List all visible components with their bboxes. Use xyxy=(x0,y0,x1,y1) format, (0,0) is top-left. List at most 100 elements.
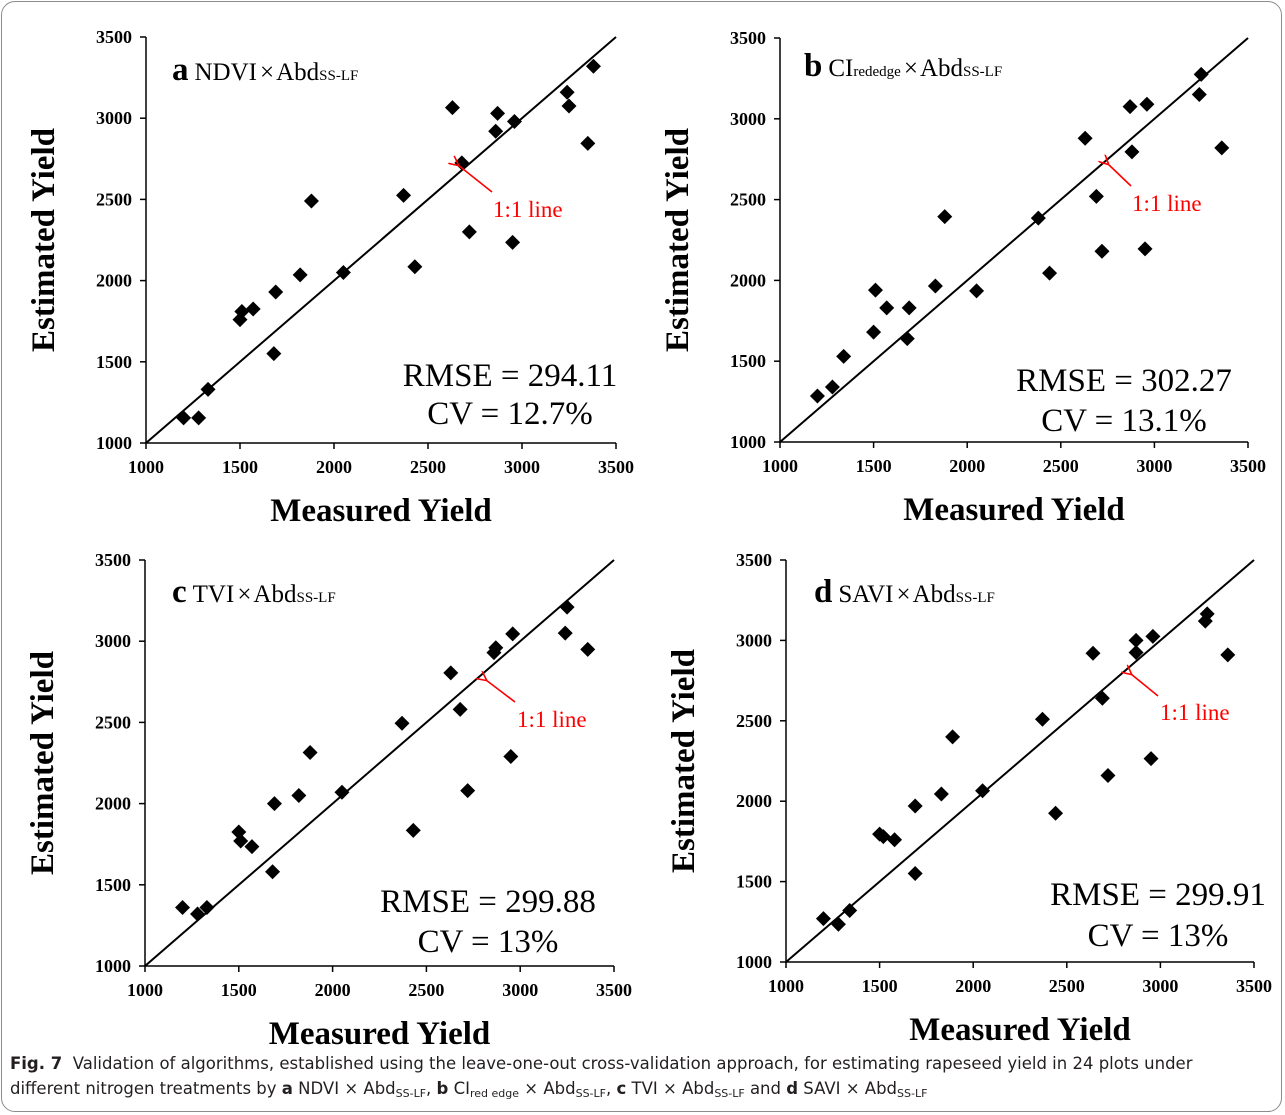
x-tick-label: 1000 xyxy=(127,980,163,1000)
data-point xyxy=(975,783,991,799)
data-point xyxy=(1137,241,1153,257)
caption-part-sub: SS-LF xyxy=(897,1087,928,1100)
x-tick-label: 3500 xyxy=(598,457,634,477)
data-point xyxy=(1077,130,1093,146)
data-point xyxy=(335,264,351,280)
panel-times: × xyxy=(896,581,910,608)
data-point xyxy=(452,701,468,717)
data-point xyxy=(1139,96,1155,112)
x-tick-label: 2000 xyxy=(316,457,352,477)
data-point xyxy=(245,301,261,317)
y-tick-label: 2000 xyxy=(95,794,131,814)
data-point xyxy=(824,379,840,395)
data-point xyxy=(830,916,846,932)
one-to-one-line xyxy=(785,559,1255,963)
caption-part-letter: c xyxy=(616,1079,627,1098)
cv-label: CV = 13.1% xyxy=(1041,403,1207,439)
data-point xyxy=(1088,188,1104,204)
caption-parts: a NDVI × AbdSS-LF, b CIred edge × AbdSS-… xyxy=(282,1079,928,1100)
one-to-one-line xyxy=(779,37,1249,443)
y-tick-label: 1000 xyxy=(736,952,772,972)
x-tick-label: 1000 xyxy=(768,976,804,996)
data-point xyxy=(443,665,459,681)
data-point xyxy=(1085,645,1101,661)
x-tick-label: 2000 xyxy=(315,980,351,1000)
y-tick-label: 2500 xyxy=(95,712,131,732)
panel-abd-sub: SS-LF xyxy=(963,64,1002,80)
data-point xyxy=(580,135,596,151)
y-axis-title: Estimated Yield xyxy=(25,651,61,875)
data-point xyxy=(1042,265,1058,281)
x-tick-label: 2500 xyxy=(1043,456,1079,476)
panel-letter: a xyxy=(172,52,189,88)
x-tick-label: 3000 xyxy=(502,980,538,1000)
panel-title: b CIrededge ×AbdSS-LF xyxy=(804,48,1002,84)
caption-line-2: different nitrogen treatments by a NDVI … xyxy=(10,1076,1272,1101)
data-point xyxy=(1191,87,1207,103)
y-tick-label: 3000 xyxy=(730,109,766,129)
panel-index: NDVI xyxy=(195,59,258,86)
y-tick-label: 1500 xyxy=(95,875,131,895)
y-tick-label: 1000 xyxy=(95,956,131,976)
chart-panel-c: 1000 1500 2000 2500 3000 3500 1000 1500 2000 2500… xyxy=(25,550,632,1050)
y-tick-label: 2500 xyxy=(730,190,766,210)
panel-index: TVI xyxy=(193,581,235,608)
panel-abd: Abd xyxy=(276,59,320,86)
data-point xyxy=(268,284,284,300)
data-point xyxy=(503,749,519,765)
cv-label: CV = 13% xyxy=(1088,918,1229,954)
y-tick-label: 3500 xyxy=(736,550,772,570)
figure-caption: Fig. 7 Validation of algorithms, establi… xyxy=(10,1051,1272,1101)
data-point xyxy=(488,640,504,656)
data-point xyxy=(561,98,577,114)
data-point xyxy=(200,381,216,397)
y-tick-label: 3500 xyxy=(730,28,766,48)
chart-panel-b: 1000 1500 2000 2500 3000 3500 1000 1500 2000 2500… xyxy=(660,28,1266,528)
y-tick-label: 3000 xyxy=(736,630,772,650)
x-tick-label: 3500 xyxy=(1230,456,1266,476)
x-tick-label: 1500 xyxy=(862,976,898,996)
caption-part-sub: SS-LF xyxy=(714,1087,745,1100)
data-point xyxy=(488,123,504,139)
data-point xyxy=(394,715,410,731)
panel-letter: d xyxy=(814,574,832,610)
y-axis-title: Estimated Yield xyxy=(666,649,702,873)
data-point xyxy=(1128,644,1144,660)
data-point xyxy=(233,833,249,849)
data-point xyxy=(559,84,575,100)
one-to-one-arrow xyxy=(1108,164,1132,187)
y-tick-label: 3000 xyxy=(95,631,131,651)
cv-label: CV = 13% xyxy=(418,924,559,960)
data-point xyxy=(176,410,192,426)
data-point xyxy=(1048,805,1064,821)
caption-part-sub: SS-LF xyxy=(575,1087,606,1100)
data-point xyxy=(585,58,601,74)
cv-label: CV = 12.7% xyxy=(427,396,593,432)
x-tick-label: 1000 xyxy=(128,457,164,477)
data-point xyxy=(1199,606,1215,622)
one-to-one-line xyxy=(144,559,615,967)
data-point xyxy=(815,911,831,927)
data-point xyxy=(506,113,522,129)
x-tick-label: 1500 xyxy=(856,456,892,476)
data-point xyxy=(1128,632,1144,648)
x-tick-label: 2500 xyxy=(410,457,446,477)
y-tick-label: 2000 xyxy=(736,791,772,811)
one-to-one-label: 1:1 line xyxy=(517,707,587,732)
x-tick-label: 2000 xyxy=(949,456,985,476)
data-point xyxy=(1030,210,1046,226)
data-point xyxy=(334,784,350,800)
one-to-one-arrow xyxy=(486,680,516,703)
data-point xyxy=(1100,767,1116,783)
y-tick-label: 1500 xyxy=(736,872,772,892)
x-tick-label: 3000 xyxy=(504,457,540,477)
data-point xyxy=(302,744,318,760)
data-point xyxy=(1094,690,1110,706)
data-point xyxy=(190,906,206,922)
data-point xyxy=(461,224,477,240)
data-point xyxy=(291,787,307,803)
data-point xyxy=(933,786,949,802)
figure-charts: 1000 1500 2000 2500 3000 3500 1000 1500 2000 2500… xyxy=(25,27,1272,1050)
x-tick-label: 3000 xyxy=(1136,456,1172,476)
